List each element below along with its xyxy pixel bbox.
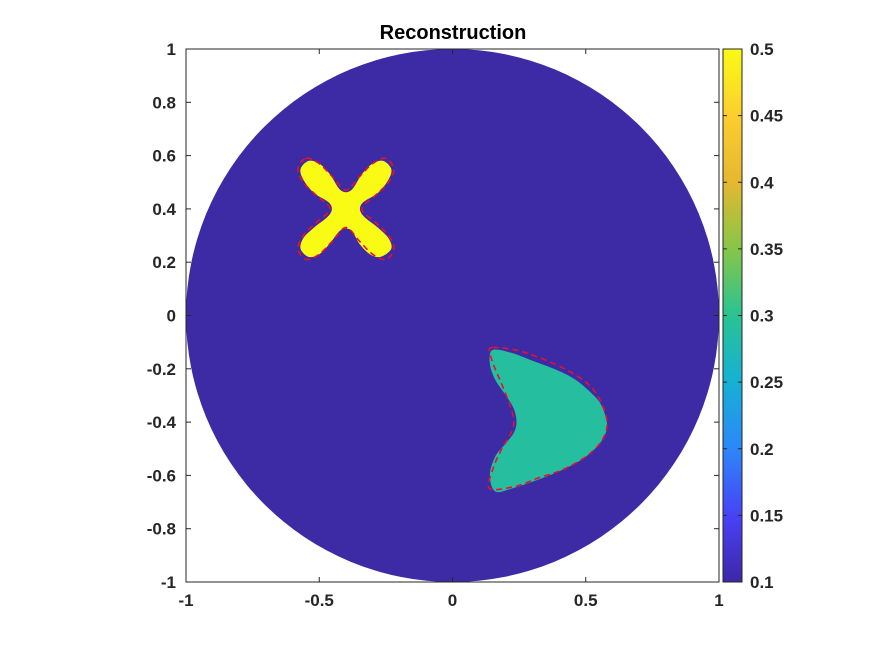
colorbar-tick-label: 0.4	[750, 173, 774, 192]
colorbar-tick-label: 0.2	[750, 440, 774, 459]
x-tick-label: 0.5	[574, 591, 598, 610]
inclusion-kite	[489, 349, 608, 493]
x-axis-ticks: -1 -0.5 0 0.5 1	[178, 49, 724, 610]
colorbar-tick-label: 0.1	[750, 573, 774, 592]
inclusion-four-lobed-star	[300, 160, 392, 258]
y-tick-label: -0.4	[147, 413, 177, 432]
colorbar: 0.5 0.45 0.4 0.35 0.3 0.25 0.2 0.15 0.1	[722, 40, 783, 592]
y-tick-label: -0.8	[147, 520, 176, 539]
chart-title: Reconstruction	[380, 22, 527, 44]
colorbar-tick-label: 0.35	[750, 240, 783, 259]
y-axis-ticks: 1 0.8 0.6 0.4 0.2 0 -0.2 -0.4 -0.6 -0.8 -1	[147, 40, 719, 592]
y-tick-label: 0.4	[152, 200, 176, 219]
true-boundaries-layer	[297, 157, 608, 491]
true-boundary-four-lobed-star	[297, 157, 395, 261]
y-tick-label: -1	[161, 573, 176, 592]
x-tick-label: -1	[178, 591, 193, 610]
y-tick-label: 0.2	[152, 253, 176, 272]
colorbar-ticks: 0.5 0.45 0.4 0.35 0.3 0.25 0.2 0.15 0.1	[723, 40, 783, 592]
plot-area	[186, 49, 719, 582]
colorbar-tick-label: 0.5	[750, 40, 774, 59]
colorbar-tick-label: 0.45	[750, 107, 783, 126]
y-tick-label: -0.2	[147, 360, 176, 379]
y-tick-label: -0.6	[147, 466, 176, 485]
colorbar-gradient	[723, 49, 742, 582]
true-boundary-kite	[487, 346, 608, 491]
colorbar-tick-label: 0.3	[750, 307, 774, 326]
x-tick-label: 1	[714, 591, 723, 610]
y-tick-label: 0.6	[152, 147, 176, 166]
colorbar-tick-label: 0.25	[750, 373, 783, 392]
domain-disk	[186, 49, 719, 582]
y-tick-label: 0.8	[152, 93, 176, 112]
y-tick-label: 0	[167, 307, 176, 326]
x-tick-label: 0	[448, 591, 457, 610]
inclusions-layer	[300, 160, 608, 493]
colorbar-tick-label: 0.15	[750, 506, 783, 525]
x-tick-label: -0.5	[305, 591, 334, 610]
y-tick-label: 1	[167, 40, 176, 59]
